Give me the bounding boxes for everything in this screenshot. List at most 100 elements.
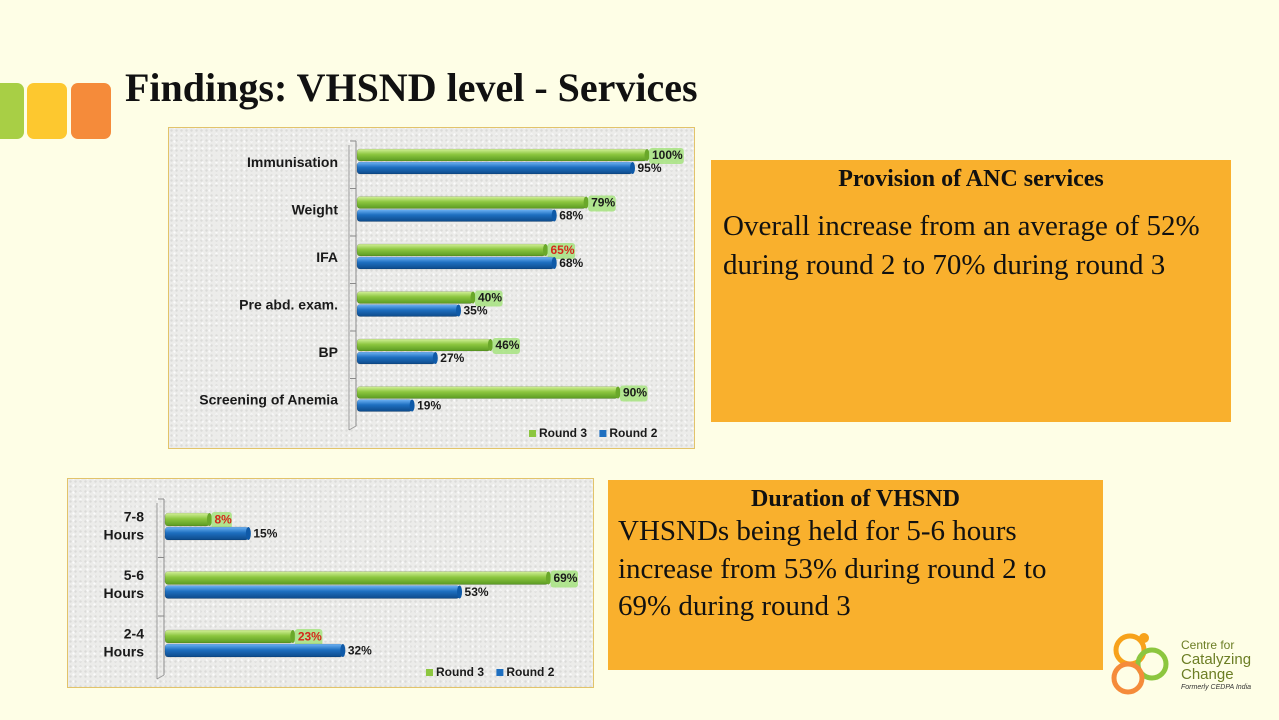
data-label-round-2-weight: 68% [559,209,583,223]
data-label-round-3-weight: 79% [591,196,615,210]
legend-swatch-round-2 [496,669,504,676]
data-label-round-3-immunisation: 100% [652,148,683,162]
data-label-round-3-ifa: 65% [551,243,575,257]
data-label-highlight-weight [588,195,616,212]
data-label-round-2-immunisation: 95% [638,161,662,175]
duration-panel-body: VHSNDs being held for 5-6 hours increase… [618,515,1047,623]
data-label-highlight-immunisation [649,148,684,164]
bar-cap-round-2-weight [551,209,557,222]
data-label-round-2-bp: 27% [440,351,464,365]
bar-round-3-2-4-hours [164,629,294,644]
bar-round-2-2-4-hours [164,643,344,658]
duration-panel: Duration of VHSND VHSNDs being held for … [608,480,1103,670]
bar-cap-round-3-5-6-hours [545,571,551,585]
duration-chart: 7-8 Hours 8% 15% 5-6 Hours 69% 53% 2-4 Hours 23% 32… [67,478,594,688]
data-label-round-3-pre-abd-exam: 40% [478,291,502,305]
bar-round-2-bp [356,351,436,365]
data-label-round-3-2-4-hours: 23% [298,630,322,644]
category-label-7-8-hours: 7-8 Hours [104,508,145,542]
bar-cap-round-3-pre-abd-exam [470,291,476,304]
bar-cap-round-3-screening-of-anemia [615,386,621,399]
anc-panel: Provision of ANC services Overall increa… [711,160,1231,422]
legend-swatch-round-3 [529,430,536,437]
bar-round-2-screening-of-anemia [356,399,413,412]
bar-cap-round-3-weight [583,196,589,209]
bar-cap-round-2-5-6-hours [457,585,463,599]
data-label-round-2-7-8-hours: 15% [253,527,277,541]
legend-swatch-round-2 [599,430,607,437]
bar-cap-round-2-2-4-hours [340,644,346,657]
bar-round-3-screening-of-anemia [356,386,619,399]
data-label-highlight-2-4-hours [294,629,323,646]
data-label-round-3-7-8-hours: 8% [214,513,232,527]
anc-panel-body: Overall increase from an average of 52% … [723,210,1200,281]
data-label-round-2-pre-abd-exam: 35% [464,304,488,318]
bar-cap-round-3-immunisation [644,149,650,161]
bar-round-2-immunisation [356,161,633,175]
data-label-highlight-screening-of-anemia [620,385,648,402]
bar-cap-round-2-screening-of-anemia [409,399,415,412]
bar-cap-round-3-2-4-hours [290,630,296,643]
data-label-round-3-screening-of-anemia: 90% [623,386,647,400]
data-label-highlight-bp [492,338,520,354]
legend-label-round-2: Round 2 [609,426,657,440]
decor-square-yellow [27,83,67,139]
anc-services-chart: Immunisation 100% 95% Weight 79% 68% IFA 65% 68%… [168,127,695,449]
bar-cap-round-3-bp [487,339,493,351]
data-label-round-2-ifa: 68% [559,256,583,270]
bar-round-3-5-6-hours [164,571,549,585]
chart-axis-depth-line [156,674,165,680]
decor-square-orange [71,83,111,139]
data-label-round-2-2-4-hours: 32% [348,644,372,658]
bar-cap-round-2-immunisation [630,162,635,174]
data-label-highlight-7-8-hours [211,512,232,529]
bar-round-2-ifa [356,256,555,270]
bar-cap-round-3-ifa [543,244,548,256]
category-label-bp: BP [319,343,338,359]
duration-chart-svg: 7-8 Hours 8% 15% 5-6 Hours 69% 53% 2-4 Hours 23% 32… [104,498,579,680]
data-label-highlight-ifa [547,243,576,259]
bar-round-2-weight [356,209,555,222]
bar-round-3-pre-abd-exam [356,291,474,304]
bar-cap-round-3-7-8-hours [206,513,212,526]
data-label-round-2-screening-of-anemia: 19% [417,399,441,413]
logo-line1: Centre for [1181,638,1235,652]
data-label-highlight-pre-abd-exam [475,290,503,307]
data-label-round-3-5-6-hours: 69% [553,571,577,585]
bar-round-3-bp [356,338,491,352]
legend-label-round-3: Round 3 [539,426,587,440]
bar-round-2-pre-abd-exam [356,304,459,317]
bar-round-3-immunisation [356,148,648,162]
bar-round-2-7-8-hours [164,526,249,541]
bar-round-2-5-6-hours [164,585,460,599]
data-label-round-3-bp: 46% [495,338,519,352]
logo-ring-icon [1135,647,1169,681]
data-label-round-2-5-6-hours: 53% [465,585,489,599]
decor-square-green [0,83,24,139]
bar-cap-round-2-bp [432,352,438,364]
bar-round-3-7-8-hours [164,512,210,527]
bar-cap-round-2-7-8-hours [245,527,251,540]
logo-dot-icon [1139,633,1149,643]
bar-cap-round-2-pre-abd-exam [456,304,461,317]
page-title: Findings: VHSND level - Services [125,65,698,110]
logo-line3: Change [1181,666,1234,683]
logo-mark [1111,633,1169,695]
logo-tagline: Formerly CEDPA India [1181,684,1252,691]
bar-round-3-weight [356,196,587,209]
category-label-5-6-hours: 5-6 Hours [104,566,145,600]
bar-round-3-ifa [356,243,546,257]
anc-panel-heading: Provision of ANC services [838,166,1104,192]
legend-label-round-2: Round 2 [506,665,554,679]
data-label-highlight-5-6-hours [550,570,579,588]
category-label-screening-of-anemia: Screening of Anemia [199,391,338,407]
duration-panel-heading: Duration of VHSND [751,486,960,512]
chart-axis-depth-line [348,425,357,431]
legend-swatch-round-3 [426,669,433,676]
logo-line2: Catalyzing [1181,651,1252,668]
category-label-ifa: IFA [316,248,338,264]
category-label-2-4-hours: 2-4 Hours [104,625,145,659]
logo-ring-icon [1111,661,1145,695]
category-label-immunisation: Immunisation [247,153,338,169]
legend-label-round-3: Round 3 [436,665,484,679]
